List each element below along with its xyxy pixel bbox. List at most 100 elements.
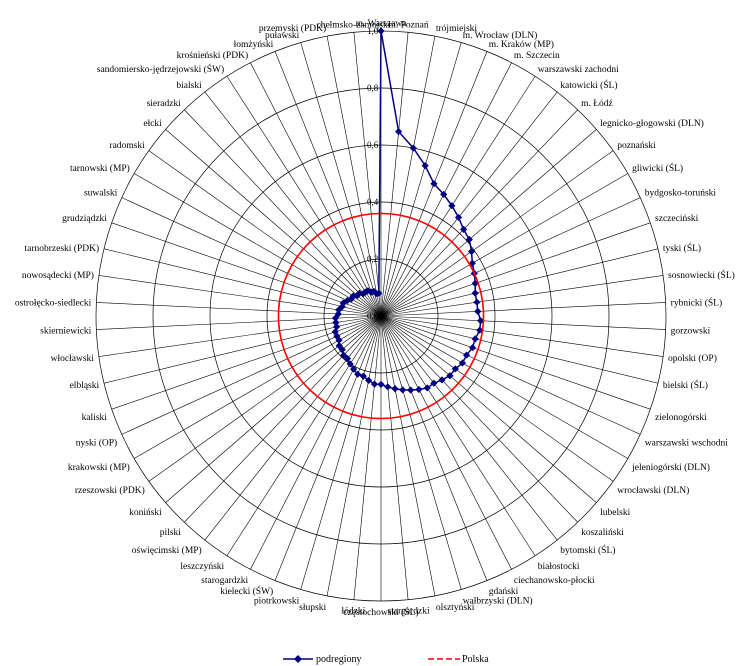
data-point bbox=[354, 370, 362, 378]
spoke bbox=[380, 315, 651, 410]
legend-label-polska: Polska bbox=[462, 654, 489, 665]
spoke bbox=[204, 91, 382, 317]
category-label: koszaliński bbox=[581, 528, 624, 538]
data-point bbox=[471, 335, 479, 343]
data-point bbox=[430, 180, 438, 188]
tick-labels: 0,0 0,2 0,4 0,6 0,8 1,0 bbox=[367, 26, 379, 321]
category-label: gliwicki (ŚL) bbox=[632, 162, 683, 174]
data-point bbox=[377, 27, 385, 35]
spoke bbox=[380, 109, 578, 317]
category-label: zielonogórski bbox=[655, 413, 707, 423]
legend-item-polska: Polska bbox=[428, 654, 489, 665]
spoke bbox=[380, 62, 512, 317]
data-point bbox=[334, 310, 342, 318]
spoke bbox=[184, 109, 382, 317]
spoke bbox=[121, 197, 382, 317]
spoke bbox=[380, 315, 597, 503]
category-label: tyski (ŚL) bbox=[663, 242, 701, 254]
spoke bbox=[111, 222, 382, 317]
data-point bbox=[467, 247, 476, 256]
spoke bbox=[380, 315, 659, 384]
spoke bbox=[380, 315, 628, 459]
data-point bbox=[451, 365, 459, 373]
data-point bbox=[430, 379, 438, 387]
spoke bbox=[274, 51, 382, 317]
data-point bbox=[370, 380, 379, 388]
data-point bbox=[384, 383, 392, 391]
category-label: skierniewicki bbox=[40, 326, 92, 336]
category-label: łomżyński bbox=[234, 40, 274, 50]
spoke bbox=[300, 42, 382, 317]
spoke bbox=[96, 302, 382, 317]
tick-label: 0,0 bbox=[367, 311, 379, 321]
data-point bbox=[346, 360, 354, 368]
spoke bbox=[250, 62, 382, 317]
category-label: gdański bbox=[489, 587, 519, 597]
category-label: stargardzki bbox=[388, 607, 430, 617]
spoke bbox=[165, 315, 382, 503]
category-label: warszawski zachodni bbox=[538, 65, 619, 75]
tick-label: 0,2 bbox=[367, 254, 378, 264]
category-label: ostrołęcko-siedlecki bbox=[15, 299, 92, 309]
data-point bbox=[343, 297, 351, 305]
spoke bbox=[380, 315, 409, 600]
category-label: m. Warszawa bbox=[356, 19, 408, 29]
spoke bbox=[380, 36, 436, 317]
spoke bbox=[380, 315, 666, 330]
data-point bbox=[421, 161, 429, 170]
category-label: legnicko-głogowski (DLN) bbox=[600, 118, 704, 129]
category-label: m. Wrocław (DLN) bbox=[463, 30, 538, 41]
data-point bbox=[335, 342, 343, 350]
category-label: nyski (OP) bbox=[76, 437, 117, 448]
category-label: rybnicki (ŚL) bbox=[671, 297, 722, 309]
category-label: leszczyński bbox=[180, 562, 224, 572]
category-label: oświęcimski (MP) bbox=[132, 545, 202, 556]
category-label: rzeszowski (PDK) bbox=[75, 485, 145, 496]
spoke bbox=[226, 76, 382, 317]
data-point bbox=[471, 279, 479, 287]
spoke bbox=[380, 315, 578, 523]
spoke bbox=[380, 150, 614, 317]
category-label: katowicki (ŚL) bbox=[560, 79, 617, 91]
category-label: grudziądzki bbox=[62, 214, 107, 224]
spoke bbox=[134, 173, 382, 317]
data-point bbox=[458, 359, 467, 367]
spoke bbox=[380, 315, 488, 581]
category-label: białostocki bbox=[538, 562, 580, 572]
category-label: nowosądecki (MP) bbox=[22, 270, 94, 281]
category-label: trójmiejski bbox=[436, 24, 478, 34]
data-point bbox=[391, 385, 399, 393]
spoke bbox=[380, 42, 462, 317]
data-point bbox=[338, 302, 346, 311]
data-point bbox=[440, 190, 448, 199]
spoke bbox=[300, 315, 382, 590]
data-point bbox=[375, 289, 383, 297]
data-point bbox=[347, 295, 355, 303]
category-label: poznański bbox=[617, 141, 656, 151]
category-label: m. Łódź bbox=[581, 99, 613, 109]
spoke bbox=[226, 315, 382, 556]
spoke bbox=[380, 222, 651, 317]
spoke bbox=[380, 315, 462, 590]
data-point bbox=[473, 298, 481, 306]
data-point bbox=[446, 372, 454, 380]
data-point bbox=[409, 144, 417, 152]
category-label: koniński bbox=[129, 508, 162, 518]
category-label: suwalski bbox=[84, 189, 118, 199]
category-label: kaliski bbox=[82, 413, 108, 423]
data-point bbox=[460, 225, 468, 233]
data-point bbox=[448, 202, 456, 210]
data-point bbox=[423, 384, 431, 392]
spoke bbox=[353, 315, 382, 600]
category-label: warszawski wschodni bbox=[645, 438, 728, 448]
category-label: radomski bbox=[109, 141, 145, 151]
category-label: krośnieński (PDK) bbox=[177, 50, 249, 61]
data-point bbox=[340, 351, 348, 359]
data-point bbox=[377, 380, 385, 388]
category-label: ełcki bbox=[143, 119, 162, 129]
legend: podregiony Polska bbox=[283, 654, 489, 665]
category-label: chełmsko-zamojski bbox=[316, 20, 390, 30]
category-label: bielski (ŚL) bbox=[663, 379, 708, 391]
data-point bbox=[359, 372, 367, 380]
spoke bbox=[98, 275, 382, 317]
